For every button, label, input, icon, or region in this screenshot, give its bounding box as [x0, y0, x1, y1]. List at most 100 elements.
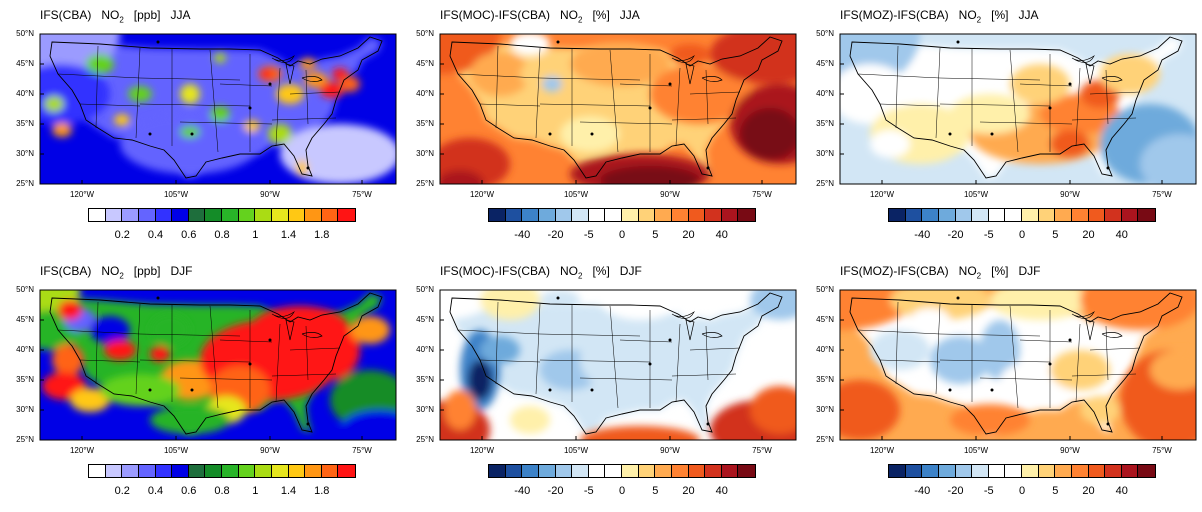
- title-species: NO: [560, 8, 578, 22]
- colorbar-label: 1.4: [280, 229, 297, 241]
- state-boundary: [275, 323, 281, 403]
- colorbar-label: 20: [682, 229, 695, 241]
- title-unit: [ppb]: [133, 8, 161, 22]
- colorbar-swatch: [1071, 465, 1089, 477]
- colorbar-swatch: [671, 209, 689, 221]
- lake-marker: [268, 338, 272, 342]
- colorbar-label: 0: [1018, 229, 1026, 241]
- colorbar-swatch: [1138, 465, 1155, 477]
- title-season: DJF: [1018, 264, 1041, 278]
- field-contour: [86, 54, 114, 74]
- field-contour: [440, 34, 500, 74]
- map-frame: [439, 33, 797, 185]
- title-season: JJA: [170, 8, 191, 22]
- lon-label: 75°W: [352, 190, 372, 199]
- lake-marker: [1068, 338, 1072, 342]
- lat-label: 30°N: [816, 149, 834, 158]
- colorbar: [88, 208, 356, 222]
- field-contour: [510, 406, 550, 434]
- colorbar-swatch: [588, 465, 606, 477]
- colorbar-swatch: [155, 465, 173, 477]
- title-species-subscript: 2: [119, 15, 124, 25]
- title-season: DJF: [619, 264, 642, 278]
- state-boundary: [1089, 91, 1141, 95]
- state-boundary: [135, 303, 141, 395]
- lat-label: 40°N: [416, 89, 434, 98]
- colorbar-label: 0: [618, 485, 626, 497]
- state-boundary: [1071, 117, 1137, 121]
- colorbar-swatch: [205, 209, 222, 221]
- state-boundary: [1075, 323, 1081, 403]
- colorbar-label: 1.8: [314, 485, 330, 497]
- colorbar-swatch: [505, 465, 523, 477]
- colorbar-swatch: [255, 465, 272, 477]
- lake-marker: [948, 132, 952, 136]
- lon-label: 75°W: [1152, 190, 1172, 199]
- map-frame: [839, 289, 1197, 441]
- colorbar-swatch: [705, 465, 722, 477]
- colorbar-label: -40: [514, 485, 531, 497]
- map-panel-6: IFS(MOZ)-IFS(CBA) NO2 [%] DJF 50°N 45°N 40°N 35…: [800, 256, 1200, 512]
- field-contour: [180, 126, 200, 138]
- lake-marker: [706, 422, 710, 426]
- lat-label: 50°N: [16, 29, 34, 38]
- title-experiment: IFS(MOZ)-IFS(CBA): [840, 264, 949, 278]
- great-lake-outline: [671, 310, 695, 319]
- field-contour: [542, 76, 562, 92]
- title-species-subscript: 2: [976, 15, 982, 25]
- state-boundary: [705, 69, 709, 125]
- colorbar-swatch: [638, 465, 656, 477]
- state-boundary: [1071, 373, 1137, 377]
- lat-label: 30°N: [416, 149, 434, 158]
- lat-label: 35°N: [16, 375, 34, 384]
- field-contour: [600, 290, 680, 320]
- state-boundary: [979, 377, 1073, 381]
- lat-label: 25°N: [416, 435, 434, 444]
- lon-label: 90°W: [260, 190, 280, 199]
- colorbar-swatch: [105, 209, 123, 221]
- colorbar: [888, 464, 1156, 478]
- field-contour: [300, 58, 316, 70]
- field-contour: [910, 308, 950, 332]
- field-contour: [180, 84, 200, 104]
- field-contour: [210, 106, 230, 122]
- lake-marker: [948, 388, 952, 392]
- lat-label: 45°N: [816, 315, 834, 324]
- field-contour: [950, 404, 1030, 436]
- state-boundary: [895, 301, 899, 385]
- state-boundary: [539, 103, 651, 107]
- lat-label: 40°N: [416, 345, 434, 354]
- title-species-subscript: 2: [976, 271, 982, 281]
- lat-label: 50°N: [816, 285, 834, 294]
- lake-marker: [248, 106, 252, 110]
- colorbar-label: 20: [1082, 229, 1095, 241]
- colorbar-swatch: [238, 465, 256, 477]
- colorbar-label: -5: [583, 229, 594, 241]
- colorbar-swatch: [688, 209, 706, 221]
- great-lake-outline: [285, 319, 295, 341]
- colorbar-swatch: [1055, 209, 1072, 221]
- lake-marker: [306, 166, 310, 170]
- state-boundary: [57, 73, 141, 79]
- state-boundary: [535, 303, 541, 395]
- state-boundary: [209, 305, 219, 409]
- colorbar-swatch: [489, 209, 506, 221]
- lake-marker: [156, 40, 160, 44]
- colorbar-swatch: [305, 209, 322, 221]
- lake-marker: [956, 40, 960, 44]
- field-contour: [1100, 54, 1160, 94]
- colorbar-label: 1.4: [280, 485, 297, 497]
- field-contour: [304, 72, 328, 88]
- field-contour: [470, 52, 530, 96]
- field-contour: [950, 94, 1030, 134]
- lat-label: 50°N: [416, 29, 434, 38]
- field-contour: [1050, 130, 1090, 158]
- colorbar-label: 0.4: [147, 485, 164, 497]
- state-boundary: [539, 333, 641, 337]
- colorbar-swatch: [988, 209, 1006, 221]
- state-boundary: [1019, 339, 1073, 343]
- colorbar-swatch: [172, 209, 189, 221]
- map-frame: [39, 33, 397, 185]
- state-boundary: [689, 91, 741, 95]
- colorbar-swatch: [1105, 465, 1122, 477]
